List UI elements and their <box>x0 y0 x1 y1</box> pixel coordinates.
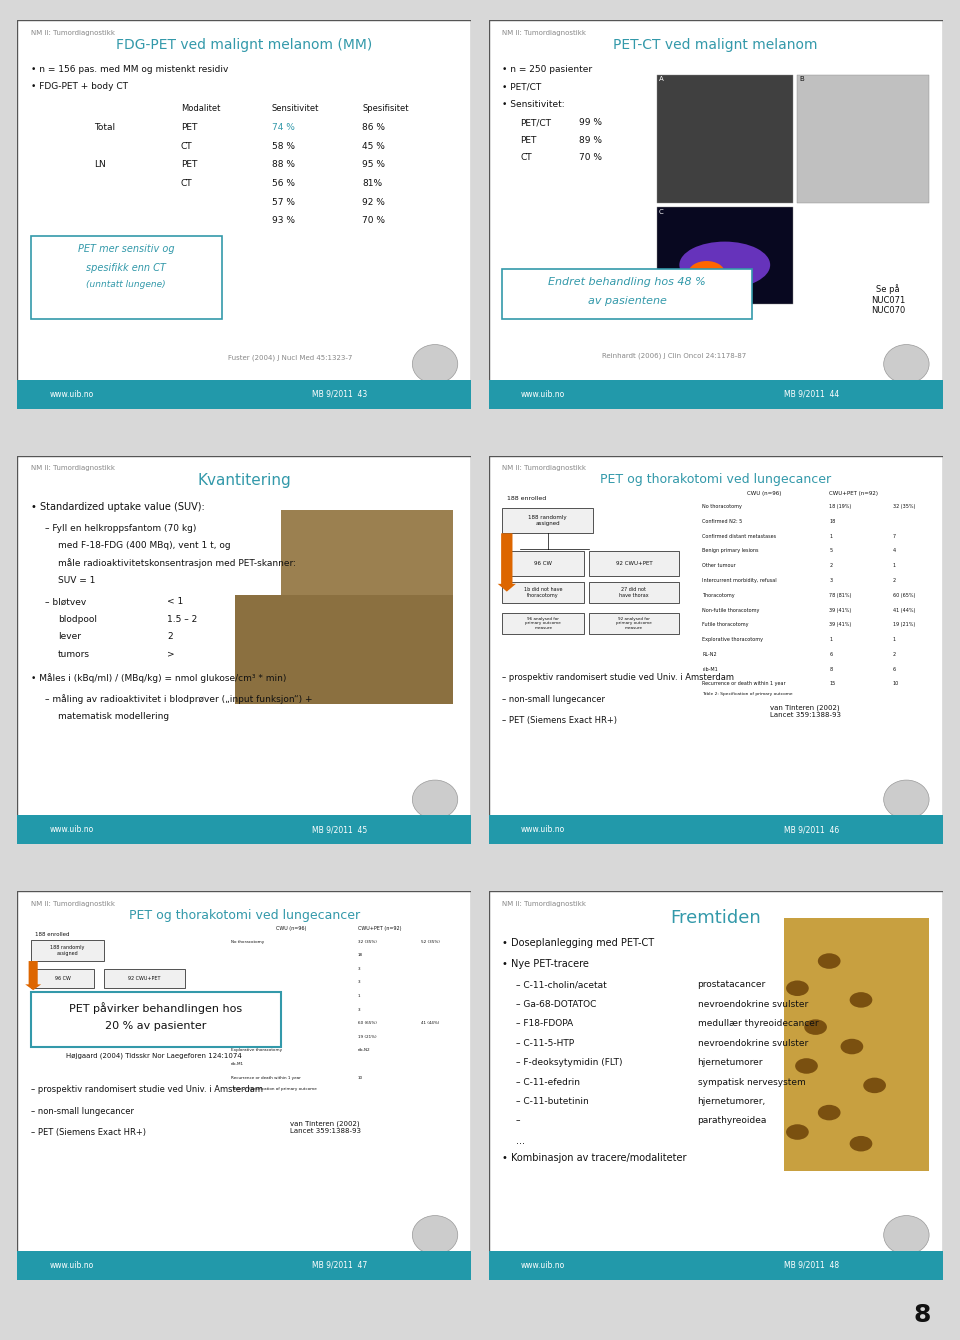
Text: Other tumour: Other tumour <box>702 563 735 568</box>
Text: – PET (Siemens Exact HR+): – PET (Siemens Exact HR+) <box>502 716 617 725</box>
Text: parathyreoidea: parathyreoidea <box>698 1116 767 1126</box>
Bar <box>657 75 793 202</box>
Text: Spesifisitet: Spesifisitet <box>362 103 409 113</box>
Text: 86 %: 86 % <box>362 123 385 133</box>
Text: 18 (19%): 18 (19%) <box>829 504 852 509</box>
Text: van Tinteren (2002)
Lancet 359:1388-93: van Tinteren (2002) Lancet 359:1388-93 <box>770 705 841 718</box>
Text: 188 randomly
assigned: 188 randomly assigned <box>528 515 567 525</box>
Text: PET: PET <box>180 123 197 133</box>
Text: hjernetumorer: hjernetumorer <box>698 1059 763 1067</box>
Text: 10: 10 <box>358 1076 363 1080</box>
Text: www.uib.no: www.uib.no <box>521 825 565 833</box>
Circle shape <box>413 1215 458 1254</box>
Text: Confirmed distant metastases: Confirmed distant metastases <box>702 533 777 539</box>
Text: 4: 4 <box>893 548 896 553</box>
Text: Futile thoracotomy: Futile thoracotomy <box>702 622 749 627</box>
Text: – C-11-5-HTP: – C-11-5-HTP <box>516 1038 574 1048</box>
Bar <box>17 379 471 409</box>
Text: – F-deoksytymidin (FLT): – F-deoksytymidin (FLT) <box>516 1059 622 1067</box>
Bar <box>489 1250 943 1280</box>
Text: SUV = 1: SUV = 1 <box>59 576 96 586</box>
Text: 39 (41%): 39 (41%) <box>829 622 852 627</box>
Text: Højgaard (2004) Tidsskr Nor Laegeforen 124:1074: Højgaard (2004) Tidsskr Nor Laegeforen 1… <box>65 1052 241 1059</box>
Text: 3: 3 <box>358 981 360 985</box>
Text: PET påvirker behandlingen hos: PET påvirker behandlingen hos <box>69 1002 242 1014</box>
Bar <box>502 612 584 634</box>
Ellipse shape <box>795 1059 818 1073</box>
Text: 70 %: 70 % <box>362 216 385 225</box>
Bar <box>104 969 185 988</box>
Bar <box>31 236 222 319</box>
FancyArrow shape <box>25 961 41 990</box>
Text: – bløtvev: – bløtvev <box>44 598 85 607</box>
Text: • PET/CT: • PET/CT <box>502 82 541 91</box>
Text: < 1: < 1 <box>167 598 183 607</box>
Text: 96 analysed for
primary outcome
measure: 96 analysed for primary outcome measure <box>525 616 561 630</box>
Bar <box>31 969 94 988</box>
Circle shape <box>884 1215 929 1254</box>
Text: PET/CT: PET/CT <box>520 118 551 127</box>
Text: PET og thorakotomi ved lungecancer: PET og thorakotomi ved lungecancer <box>600 473 831 486</box>
Text: Modalitet: Modalitet <box>180 103 220 113</box>
Text: MB 9/2011  44: MB 9/2011 44 <box>783 390 839 398</box>
Text: 2: 2 <box>829 563 832 568</box>
Circle shape <box>884 344 929 383</box>
Text: 8: 8 <box>914 1302 931 1327</box>
Text: 52 (35%): 52 (35%) <box>421 939 441 943</box>
Text: No thoracotomy: No thoracotomy <box>230 939 264 943</box>
Text: av pasientene: av pasientene <box>588 296 666 306</box>
Text: – F18-FDOPA: – F18-FDOPA <box>516 1020 573 1028</box>
Text: CWU (n=96): CWU (n=96) <box>276 926 306 931</box>
Text: >: > <box>167 650 175 659</box>
Text: – C-11-butetinin: – C-11-butetinin <box>516 1097 588 1106</box>
Text: tumors: tumors <box>59 650 90 659</box>
Text: hjernetumorer,: hjernetumorer, <box>698 1097 766 1106</box>
Ellipse shape <box>786 1124 808 1140</box>
Text: 27 did not
have thorax: 27 did not have thorax <box>619 587 649 598</box>
Text: NM II: Tumordiagnostikk: NM II: Tumordiagnostikk <box>31 465 115 472</box>
Text: nevroendokrine svulster: nevroendokrine svulster <box>698 1038 807 1048</box>
Circle shape <box>413 344 458 383</box>
Bar <box>783 918 929 1171</box>
Text: Thoracotomy: Thoracotomy <box>702 592 734 598</box>
Text: Se på
NUC071
NUC070: Se på NUC071 NUC070 <box>871 284 905 315</box>
Text: 188 randomly
assigned: 188 randomly assigned <box>50 945 84 955</box>
Text: – Fyll en helkroppsfantom (70 kg): – Fyll en helkroppsfantom (70 kg) <box>44 524 196 532</box>
Bar <box>31 992 280 1047</box>
Text: lever: lever <box>59 632 82 642</box>
Text: 1.5 – 2: 1.5 – 2 <box>167 615 198 624</box>
Text: 41 (44%): 41 (44%) <box>893 607 915 612</box>
Text: nevroendokrine svulster: nevroendokrine svulster <box>698 1000 807 1009</box>
Text: –: – <box>516 1116 523 1126</box>
Circle shape <box>884 780 929 819</box>
Text: Table 2: Specification of primary outcome: Table 2: Specification of primary outcom… <box>702 693 793 697</box>
Text: Reinhardt (2006) J Clin Oncol 24:1178-87: Reinhardt (2006) J Clin Oncol 24:1178-87 <box>602 352 747 359</box>
Text: 78 (81%): 78 (81%) <box>829 592 852 598</box>
Text: 81%: 81% <box>362 180 382 188</box>
Text: LN: LN <box>94 161 107 169</box>
Text: 19 (21%): 19 (21%) <box>358 1034 376 1038</box>
Text: No thoracotomy: No thoracotomy <box>702 504 742 509</box>
Text: www.uib.no: www.uib.no <box>521 390 565 398</box>
Ellipse shape <box>850 1136 873 1151</box>
Text: 2: 2 <box>893 578 896 583</box>
Text: 3: 3 <box>358 967 360 972</box>
Text: 95 %: 95 % <box>362 161 385 169</box>
Text: 188 enrolled: 188 enrolled <box>36 931 70 937</box>
Text: PET og thorakotomi ved lungecancer: PET og thorakotomi ved lungecancer <box>129 909 360 922</box>
Bar <box>489 379 943 409</box>
Bar <box>17 815 471 844</box>
Text: NM II: Tumordiagnostikk: NM II: Tumordiagnostikk <box>31 29 115 36</box>
Bar <box>502 582 584 603</box>
Text: (unntatt lungene): (unntatt lungene) <box>86 280 166 289</box>
Text: 1: 1 <box>829 636 832 642</box>
Text: • Doseplanlegging med PET-CT: • Doseplanlegging med PET-CT <box>502 938 655 947</box>
Text: www.uib.no: www.uib.no <box>50 1261 94 1269</box>
Text: 8: 8 <box>829 666 832 671</box>
Bar <box>489 815 943 844</box>
Text: FDG-PET ved malignt melanom (MM): FDG-PET ved malignt melanom (MM) <box>116 38 372 51</box>
Text: PET: PET <box>520 135 537 145</box>
Text: Table 2: Specification of primary outcome: Table 2: Specification of primary outcom… <box>230 1087 317 1091</box>
Text: – prospektiv randomisert studie ved Univ. i Amsterdam: – prospektiv randomisert studie ved Univ… <box>502 673 734 682</box>
Text: www.uib.no: www.uib.no <box>521 1261 565 1269</box>
